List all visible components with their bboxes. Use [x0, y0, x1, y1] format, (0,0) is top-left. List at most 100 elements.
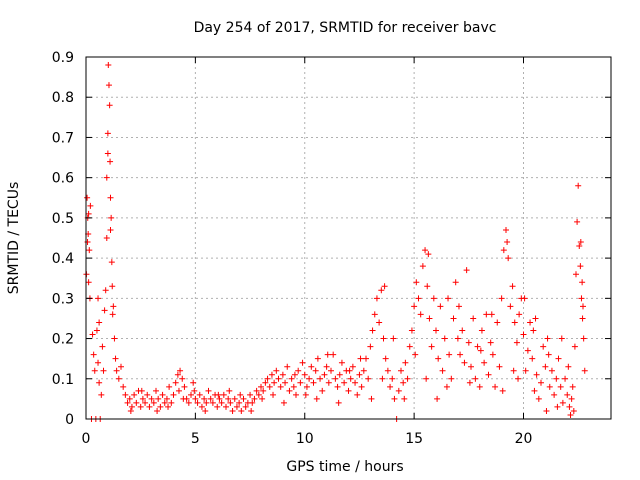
x-tick-labels: 0 5 10 15 20 — [82, 431, 533, 447]
data-point — [124, 399, 131, 406]
data-point — [142, 399, 149, 406]
data-point — [104, 130, 111, 137]
data-point — [266, 383, 273, 390]
data-point — [494, 319, 501, 326]
data-point — [426, 315, 433, 322]
data-point — [175, 387, 182, 394]
data-point — [299, 359, 306, 366]
data-point — [419, 263, 426, 270]
data-point — [177, 367, 184, 374]
data-point — [511, 319, 518, 326]
data-point — [170, 391, 177, 398]
data-point — [450, 315, 457, 322]
data-point — [215, 391, 222, 398]
data-point — [109, 283, 116, 290]
data-point — [115, 375, 122, 382]
data-point — [154, 407, 161, 414]
data-point — [95, 295, 102, 302]
data-point — [229, 407, 236, 414]
data-point — [463, 267, 470, 274]
data-point — [530, 327, 537, 334]
data-point — [485, 371, 492, 378]
data-point — [103, 174, 110, 181]
data-point — [282, 379, 289, 386]
data-point — [236, 399, 243, 406]
y-tick-labels: 0 0.1 0.2 0.3 0.4 0.5 0.6 0.7 0.8 0.9 — [52, 50, 74, 428]
data-point — [325, 379, 332, 386]
data-point — [545, 351, 552, 358]
data-point — [481, 359, 488, 366]
data-point — [290, 383, 297, 390]
data-point — [85, 210, 92, 217]
data-point — [96, 379, 103, 386]
data-point — [402, 359, 409, 366]
data-point — [439, 367, 446, 374]
data-point — [275, 375, 282, 382]
data-point — [581, 367, 588, 374]
data-point — [535, 395, 542, 402]
data-point — [347, 375, 354, 382]
data-point — [84, 239, 91, 246]
data-point — [510, 367, 517, 374]
data-point — [330, 351, 337, 358]
data-point — [354, 391, 361, 398]
data-point — [532, 315, 539, 322]
data-point — [395, 387, 402, 394]
data-point — [101, 307, 108, 314]
data-point — [551, 391, 558, 398]
x-tick-label: 10 — [296, 431, 314, 447]
data-point — [192, 395, 199, 402]
data-point — [148, 395, 155, 402]
data-point — [126, 395, 133, 402]
data-point — [253, 387, 260, 394]
data-point — [557, 383, 564, 390]
data-point — [157, 403, 164, 410]
x-tick-label: 20 — [515, 431, 533, 447]
chart-title: Day 254 of 2017, SRMTID for receiver bav… — [194, 20, 497, 36]
data-point — [503, 226, 509, 233]
data-point — [260, 387, 267, 394]
data-point — [424, 283, 431, 290]
data-point — [487, 339, 494, 346]
data-point — [570, 407, 577, 414]
data-point — [118, 363, 124, 370]
data-point — [109, 311, 116, 318]
data-point — [144, 391, 151, 398]
data-point — [231, 395, 238, 402]
data-point — [251, 395, 258, 402]
data-point — [425, 251, 432, 258]
data-point — [476, 383, 483, 390]
data-point — [398, 367, 404, 374]
data-point — [247, 391, 254, 398]
data-point — [103, 235, 110, 241]
data-point — [237, 391, 244, 398]
data-point — [104, 150, 111, 157]
data-point — [137, 403, 144, 410]
data-point — [240, 395, 247, 402]
data-point — [500, 247, 507, 254]
data-point — [102, 287, 109, 294]
data-point — [455, 303, 462, 310]
data-point — [529, 355, 536, 362]
y-tick-label: 0.4 — [52, 251, 74, 267]
data-point — [546, 383, 553, 390]
data-point — [492, 383, 499, 390]
data-point — [365, 375, 372, 382]
data-point — [321, 371, 328, 378]
data-point — [280, 399, 287, 406]
data-point — [194, 399, 201, 406]
data-point — [352, 379, 359, 386]
data-point — [174, 371, 181, 378]
data-point — [107, 194, 114, 201]
plot-frame — [85, 56, 612, 420]
data-point — [238, 407, 245, 414]
data-point — [542, 363, 549, 370]
data-point — [369, 327, 376, 334]
data-point — [303, 383, 310, 390]
data-point — [571, 343, 578, 350]
data-point — [390, 335, 397, 342]
data-point — [434, 395, 441, 402]
data-point — [284, 363, 291, 370]
data-point — [408, 327, 415, 334]
data-point — [113, 367, 120, 374]
